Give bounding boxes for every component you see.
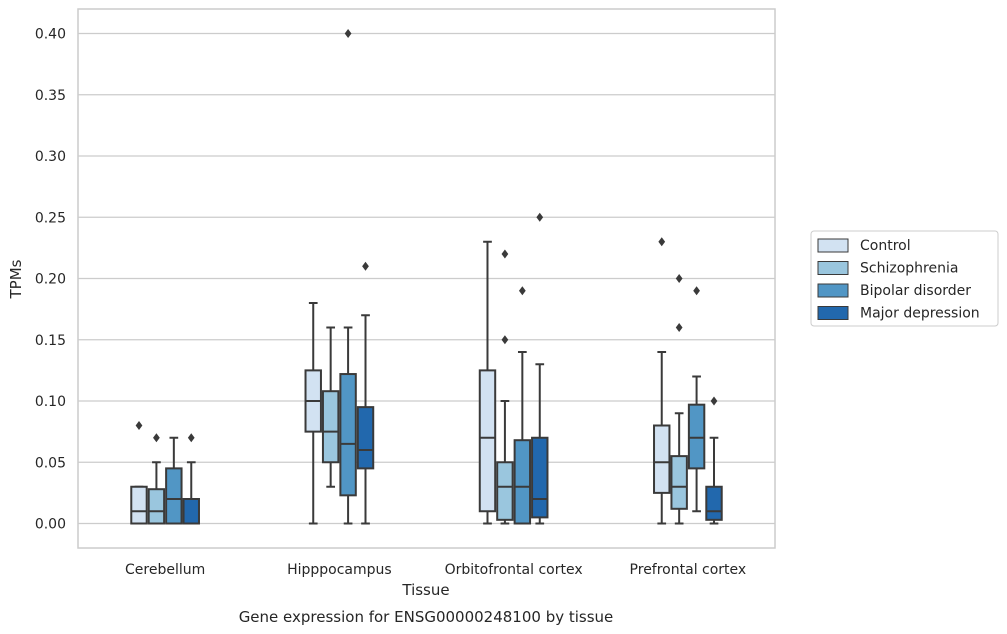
outlier-point: [362, 261, 369, 271]
box-0-0: [130, 421, 148, 525]
y-tick-labels: 0.00 0.05 0.10 0.15 0.20 0.25 0.30 0.35 0.40: [35, 27, 66, 533]
outlier-point: [658, 237, 666, 247]
y-tick-label: 0.25: [35, 210, 66, 226]
box-0-3: [182, 433, 200, 525]
outlier-point: [693, 286, 700, 296]
box-iqr: [182, 498, 200, 525]
box-iqr: [165, 467, 183, 525]
box-2-2: [513, 286, 532, 525]
box-iqr: [130, 485, 148, 525]
chart-caption: Gene expression for ENSG00000248100 by t…: [239, 608, 614, 626]
box-1-2: [339, 29, 357, 525]
outlier-point: [710, 396, 718, 406]
legend-swatch: [817, 283, 849, 298]
box-3-3: [705, 396, 723, 525]
outlier-point: [675, 323, 683, 332]
x-axis-label: Tissue: [401, 581, 449, 599]
box-iqr: [147, 488, 166, 525]
legend-label: Schizophrenia: [860, 261, 958, 277]
outlier-point: [153, 433, 160, 443]
legend-label: Major depression: [860, 306, 980, 322]
y-axis-label: TPMs: [7, 259, 25, 299]
box-1-0: [304, 302, 322, 525]
outlier-point: [501, 335, 509, 345]
box-1-1: [321, 326, 340, 488]
box-3-0: [653, 237, 671, 525]
outlier-point: [135, 421, 143, 430]
box-2-1: [496, 249, 514, 525]
y-tick-label: 0.20: [35, 272, 66, 288]
y-tick-label: 0.05: [35, 455, 66, 471]
box-1-3: [356, 261, 375, 525]
outlier-point: [344, 29, 352, 38]
box-iqr: [531, 436, 549, 519]
box-iqr: [513, 439, 532, 525]
legend: Control Schizophrenia Bipolar disorder Majo…: [810, 230, 999, 327]
box-iqr: [705, 485, 723, 521]
box-iqr: [321, 390, 340, 464]
box-3-1: [670, 274, 688, 525]
outlier-point: [536, 212, 544, 222]
box-iqr: [670, 455, 688, 510]
plot-frame: [77, 8, 776, 549]
x-tick-label: Orbitofrontal cortex: [445, 562, 583, 578]
legend-swatch: [817, 261, 849, 275]
x-tick-label: Prefrontal cortex: [630, 562, 747, 578]
box-iqr: [687, 403, 706, 470]
box-2-3: [531, 212, 549, 525]
outlier-point: [187, 433, 195, 443]
box-iqr: [496, 461, 514, 521]
legend-frame: [810, 230, 999, 327]
outlier-point: [501, 249, 509, 259]
y-tick-label: 0.15: [35, 333, 66, 349]
legend-swatch: [817, 238, 849, 253]
outlier-point: [518, 286, 526, 296]
box-2-0: [478, 240, 497, 525]
box-0-1: [147, 433, 166, 525]
x-tick-label: Cerebellum: [125, 562, 205, 578]
x-tick-label: Hipppocampus: [287, 562, 392, 578]
legend-label: Bipolar disorder: [860, 283, 971, 299]
box-0-2: [165, 436, 183, 525]
y-tick-label: 0.30: [35, 149, 66, 165]
y-tick-label: 0.35: [35, 88, 66, 104]
x-tick-labels: Cerebellum Hipppocampus Orbitofrontal cort…: [125, 562, 746, 578]
outlier-point: [675, 274, 683, 283]
box-iqr: [653, 424, 671, 494]
y-tick-label: 0.10: [35, 394, 66, 410]
box-groups: [130, 29, 723, 525]
legend-swatch: [817, 306, 849, 320]
legend-label: Control: [860, 238, 911, 254]
box-iqr: [339, 373, 357, 497]
y-tick-label: 0.40: [35, 27, 66, 43]
box-iqr: [356, 406, 375, 470]
y-tick-label: 0.00: [35, 517, 66, 533]
box-3-2: [687, 286, 706, 513]
box-iqr: [478, 369, 497, 513]
